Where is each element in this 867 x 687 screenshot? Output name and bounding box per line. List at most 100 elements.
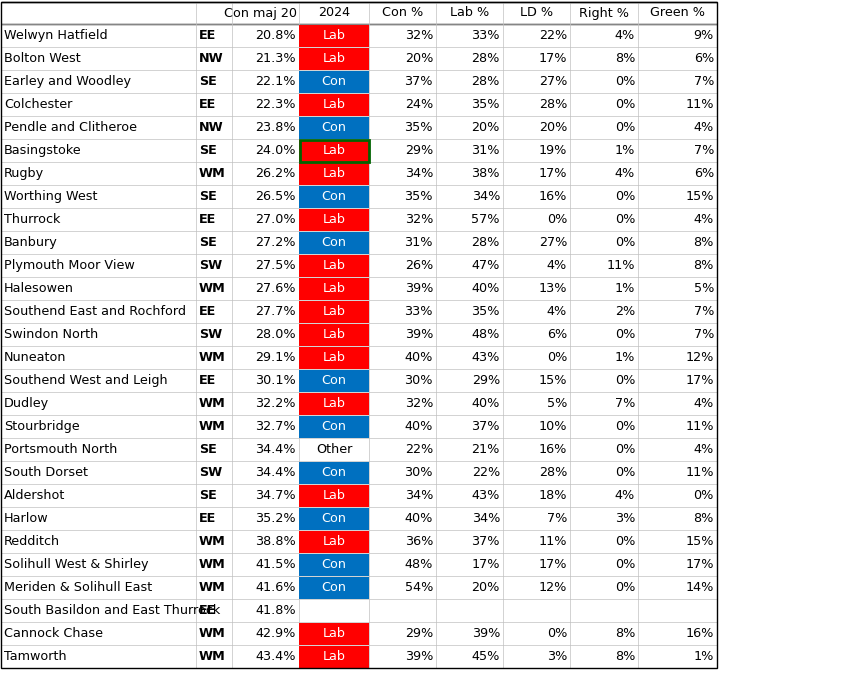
Text: 20%: 20%: [472, 581, 500, 594]
Text: 21.3%: 21.3%: [256, 52, 296, 65]
Text: 0%: 0%: [615, 420, 635, 433]
Text: 0%: 0%: [615, 328, 635, 341]
Bar: [299, 278, 369, 300]
Text: 37%: 37%: [405, 75, 433, 88]
Text: WM: WM: [199, 535, 225, 548]
Text: 41.6%: 41.6%: [256, 581, 296, 594]
Text: 2%: 2%: [615, 305, 635, 318]
Text: 20%: 20%: [538, 121, 567, 134]
Text: Plymouth Moor View: Plymouth Moor View: [4, 259, 134, 272]
Text: Pendle and Clitheroe: Pendle and Clitheroe: [4, 121, 137, 134]
Text: 1%: 1%: [615, 144, 635, 157]
Text: 6%: 6%: [694, 167, 714, 180]
Text: SW: SW: [199, 466, 222, 479]
Text: 16%: 16%: [686, 627, 714, 640]
Text: 0%: 0%: [615, 558, 635, 571]
Text: 47%: 47%: [472, 259, 500, 272]
Bar: [299, 254, 369, 276]
Bar: [299, 622, 369, 644]
Text: 20%: 20%: [472, 121, 500, 134]
Text: 22%: 22%: [405, 443, 433, 456]
Text: 29%: 29%: [472, 374, 500, 387]
Text: EE: EE: [199, 604, 216, 617]
Text: Welwyn Hatfield: Welwyn Hatfield: [4, 29, 108, 42]
Text: 35.2%: 35.2%: [256, 512, 296, 525]
Text: 0%: 0%: [615, 75, 635, 88]
Bar: [299, 462, 369, 484]
Text: 11%: 11%: [607, 259, 635, 272]
Text: 8%: 8%: [694, 259, 714, 272]
Text: 34.4%: 34.4%: [256, 466, 296, 479]
Text: 3%: 3%: [546, 650, 567, 663]
Text: 28%: 28%: [538, 466, 567, 479]
Bar: [299, 232, 369, 254]
Text: 17%: 17%: [538, 558, 567, 571]
Text: 22.1%: 22.1%: [256, 75, 296, 88]
Text: 32%: 32%: [405, 213, 433, 226]
Text: 38%: 38%: [472, 167, 500, 180]
Text: 0%: 0%: [615, 535, 635, 548]
Text: Lab: Lab: [323, 52, 346, 65]
Text: 4%: 4%: [694, 443, 714, 456]
Bar: [299, 484, 369, 506]
Text: 7%: 7%: [615, 397, 635, 410]
Text: SE: SE: [199, 236, 217, 249]
Text: 11%: 11%: [686, 98, 714, 111]
Text: South Basildon and East Thurrock: South Basildon and East Thurrock: [4, 604, 220, 617]
Text: Con: Con: [322, 420, 347, 433]
Text: 8%: 8%: [694, 236, 714, 249]
Text: Lab: Lab: [323, 305, 346, 318]
Text: 18%: 18%: [538, 489, 567, 502]
Text: EE: EE: [199, 29, 216, 42]
Text: Con: Con: [322, 190, 347, 203]
Text: 10%: 10%: [538, 420, 567, 433]
Text: 9%: 9%: [694, 29, 714, 42]
Text: LD %: LD %: [520, 6, 553, 19]
Text: SE: SE: [199, 190, 217, 203]
Text: 0%: 0%: [615, 98, 635, 111]
Text: 34%: 34%: [405, 167, 433, 180]
Text: Con: Con: [322, 236, 347, 249]
Text: Con: Con: [322, 558, 347, 571]
Text: 8%: 8%: [615, 650, 635, 663]
Text: 26.5%: 26.5%: [256, 190, 296, 203]
Text: SW: SW: [199, 259, 222, 272]
Text: 1%: 1%: [615, 282, 635, 295]
Text: Lab: Lab: [323, 144, 346, 157]
Text: Southend West and Leigh: Southend West and Leigh: [4, 374, 167, 387]
Text: 15%: 15%: [538, 374, 567, 387]
Text: Con: Con: [322, 374, 347, 387]
Text: 0%: 0%: [615, 236, 635, 249]
Text: Con: Con: [322, 466, 347, 479]
Text: 0%: 0%: [694, 489, 714, 502]
Text: 4%: 4%: [615, 167, 635, 180]
Text: South Dorset: South Dorset: [4, 466, 88, 479]
Text: SE: SE: [199, 443, 217, 456]
Bar: [299, 576, 369, 598]
Text: NW: NW: [199, 52, 224, 65]
Text: 30%: 30%: [405, 466, 433, 479]
Text: SE: SE: [199, 144, 217, 157]
Text: 0%: 0%: [615, 213, 635, 226]
Text: Thurrock: Thurrock: [4, 213, 61, 226]
Text: 41.8%: 41.8%: [256, 604, 296, 617]
Text: 54%: 54%: [405, 581, 433, 594]
Text: Con %: Con %: [381, 6, 423, 19]
Text: 43%: 43%: [472, 489, 500, 502]
Text: 27%: 27%: [538, 236, 567, 249]
Text: 7%: 7%: [694, 305, 714, 318]
Text: 28%: 28%: [538, 98, 567, 111]
Text: 20%: 20%: [405, 52, 433, 65]
Text: 17%: 17%: [538, 167, 567, 180]
Text: NW: NW: [199, 121, 224, 134]
Text: 16%: 16%: [538, 443, 567, 456]
Text: Con: Con: [322, 581, 347, 594]
Text: 4%: 4%: [615, 489, 635, 502]
Text: 7%: 7%: [694, 328, 714, 341]
Text: Aldershot: Aldershot: [4, 489, 65, 502]
Text: 15%: 15%: [686, 535, 714, 548]
Text: 32.7%: 32.7%: [256, 420, 296, 433]
Text: 31%: 31%: [405, 236, 433, 249]
Text: 30%: 30%: [405, 374, 433, 387]
Text: 34.4%: 34.4%: [256, 443, 296, 456]
